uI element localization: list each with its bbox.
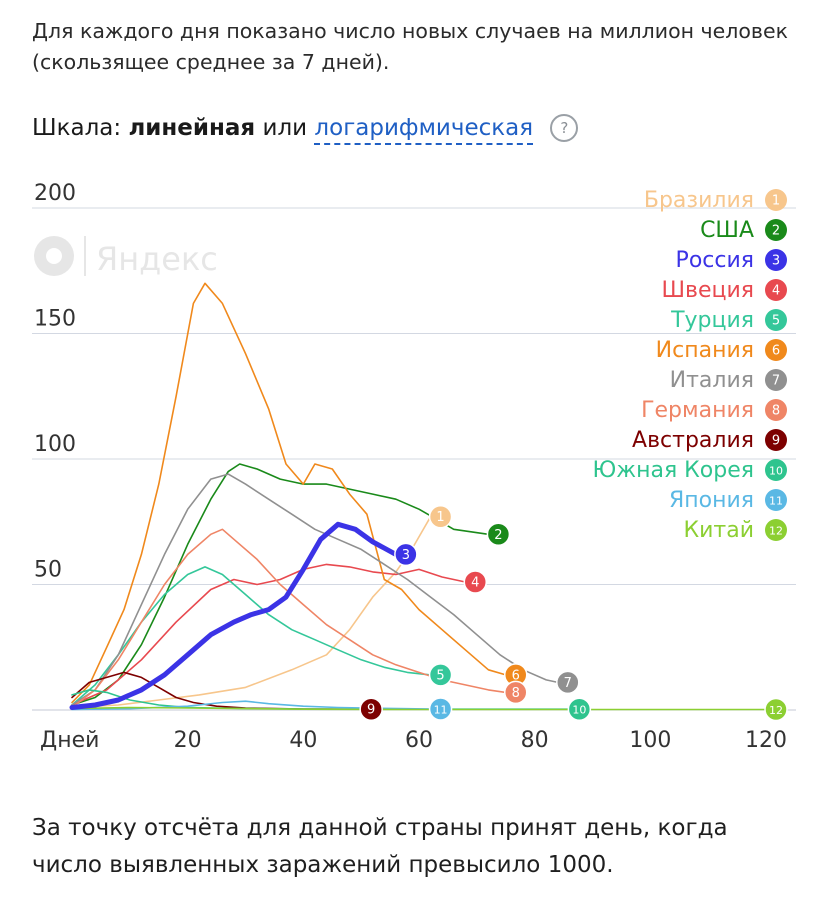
legend-label: Турция [670, 308, 754, 333]
watermark-circle-icon [34, 236, 74, 276]
x-tick-label: 120 [745, 728, 787, 753]
legend-number: 10 [769, 465, 783, 478]
chart-description: Для каждого дня показано число новых слу… [32, 19, 788, 74]
legend-number: 4 [772, 284, 780, 299]
legend-number: 2 [772, 224, 780, 239]
legend-label: Испания [656, 338, 754, 363]
series-end-marker [504, 680, 528, 705]
series-line [71, 563, 467, 706]
scale-or-text: или [262, 115, 308, 141]
y-tick-label: 200 [34, 181, 76, 206]
legend-number: 3 [772, 254, 780, 269]
x-tick-label: 20 [174, 728, 202, 753]
x-tick-label: 80 [521, 728, 549, 753]
series-end-marker [428, 504, 453, 529]
legend-marker [765, 279, 787, 301]
series-line [69, 521, 399, 710]
legend-marker [765, 429, 787, 451]
series-end-marker [428, 663, 453, 687]
legend-marker [765, 489, 787, 511]
legend-number: 7 [772, 374, 780, 389]
series-line [71, 706, 767, 711]
legend-label: Швеция [661, 278, 754, 303]
legend-marker [765, 399, 787, 421]
legend-number: 1 [772, 194, 780, 209]
series-end-number: 3 [402, 548, 410, 563]
legend-number: 9 [772, 434, 780, 449]
watermark-circle-icon [46, 248, 62, 264]
legend-number: 6 [772, 344, 780, 359]
legend-marker [765, 519, 787, 541]
series-end-marker [428, 697, 453, 721]
legend-number: 8 [772, 404, 780, 419]
legend-label: Китай [683, 518, 754, 543]
legend-marker [765, 369, 787, 391]
legend-number: 11 [769, 495, 783, 508]
series-end-number: 8 [512, 686, 520, 701]
x-tick-label: 60 [405, 728, 433, 753]
scale-option-log-link[interactable]: логарифмическая [314, 115, 534, 145]
legend-label: Италия [670, 368, 754, 393]
series-end-marker [359, 697, 383, 721]
legend-marker [765, 189, 787, 211]
legend-marker [765, 249, 787, 271]
legend-marker [765, 339, 787, 361]
series-end-number: 6 [512, 668, 520, 683]
series-line [71, 282, 507, 704]
legend-number: 12 [769, 525, 783, 538]
series-end-number: 4 [471, 575, 479, 590]
watermark-text: Яндекс [96, 240, 218, 278]
watermark-divider [84, 236, 86, 276]
series-end-marker [567, 697, 592, 721]
series-end-marker [764, 697, 788, 722]
legend-marker [765, 309, 787, 331]
legend-label: Япония [669, 488, 754, 513]
legend-label: Австралия [632, 428, 754, 453]
series-end-number: 1 [436, 510, 444, 525]
legend-label: Бразилия [644, 188, 754, 213]
series-end-number: 10 [572, 704, 586, 717]
scale-selector: Шкала: линейная или логарифмическая ? [32, 114, 579, 145]
legend-label: Германия [641, 398, 754, 423]
series-end-marker [486, 522, 511, 547]
x-tick-label: 100 [629, 728, 671, 753]
series-end-number: 5 [436, 668, 444, 683]
scale-label: Шкала: [32, 115, 122, 141]
series-end-marker [394, 542, 418, 567]
legend-marker [765, 219, 787, 241]
series-end-number: 11 [434, 703, 448, 716]
legend-label: Россия [676, 248, 754, 273]
footnote: За точку отсчёта для данной страны приня… [32, 815, 728, 878]
yandex-watermark-logo: Яндекс [34, 236, 218, 278]
x-tick-label: 40 [289, 728, 317, 753]
legend-number: 5 [772, 314, 780, 329]
legend-marker [765, 459, 787, 481]
series-line [71, 515, 432, 709]
scale-option-linear: линейная [128, 115, 256, 141]
y-tick-label: 50 [34, 558, 62, 583]
series-end-number: 2 [494, 528, 502, 543]
legend-label: Южная Корея [593, 458, 754, 483]
series-end-number: 9 [367, 703, 375, 718]
series-end-marker [556, 670, 580, 695]
legend-label: США [700, 218, 754, 243]
y-tick-label: 150 [34, 307, 76, 332]
series-line [71, 473, 559, 706]
series-line [71, 566, 432, 706]
series-end-number: 7 [564, 676, 572, 691]
help-icon[interactable]: ? [550, 114, 579, 142]
series-end-marker [463, 570, 488, 594]
x-axis-label: Дней [40, 728, 99, 753]
y-tick-label: 100 [34, 432, 76, 457]
series-end-number: 12 [769, 704, 783, 717]
